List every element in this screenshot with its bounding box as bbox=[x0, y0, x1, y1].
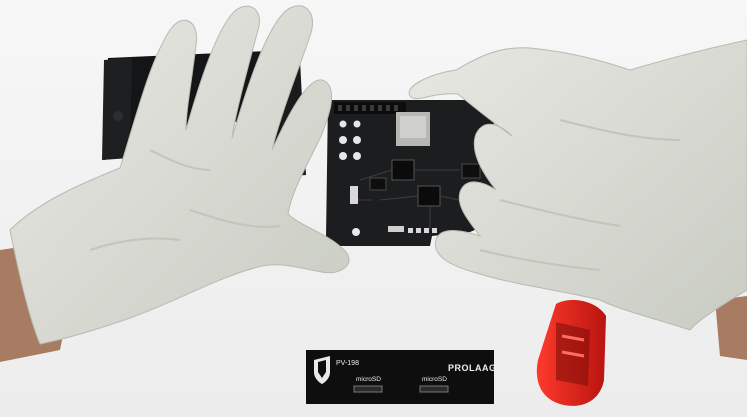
left-glove-hand bbox=[9, 5, 350, 345]
front-panel bbox=[306, 350, 494, 404]
screwdriver bbox=[536, 300, 606, 406]
panel-model-label: PV-198 bbox=[336, 360, 359, 367]
right-glove-hand bbox=[408, 39, 747, 331]
chip-main bbox=[391, 159, 415, 181]
solder-pads bbox=[339, 120, 361, 160]
circuit-board bbox=[326, 100, 505, 246]
right-forearm bbox=[715, 296, 747, 360]
microsd-slot-right bbox=[419, 385, 449, 393]
panel-brand-label: PROLAAG bbox=[448, 363, 497, 373]
panel-port-right-label: microSD bbox=[422, 376, 447, 383]
chip-secondary bbox=[417, 185, 441, 207]
microsd-slot-left bbox=[353, 385, 383, 393]
panel-port-left-label: microSD bbox=[356, 376, 381, 383]
